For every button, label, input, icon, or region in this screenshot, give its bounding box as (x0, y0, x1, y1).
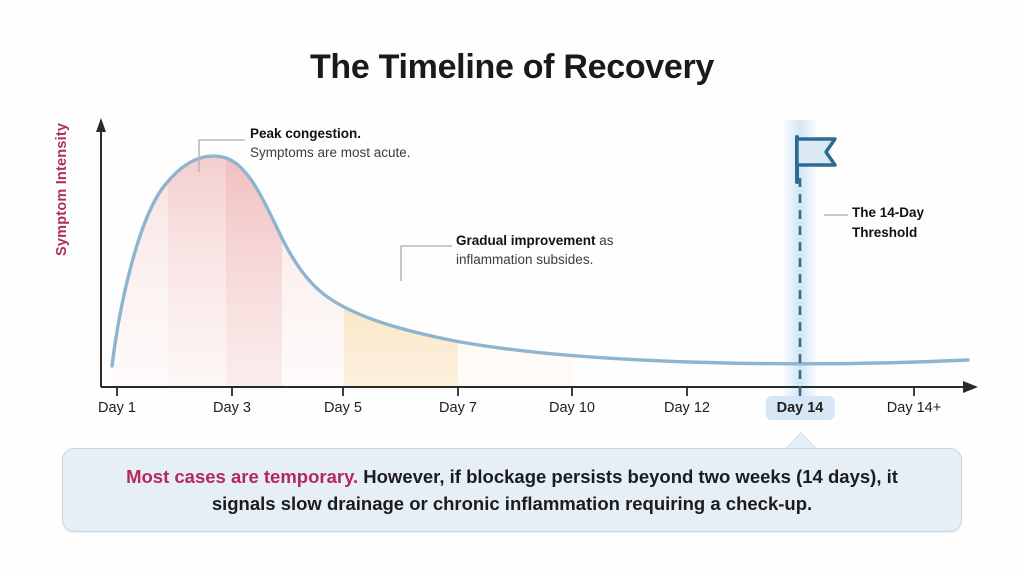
tick-label-day-12: Day 12 (664, 400, 710, 416)
callout-rest: However, if blockage persists beyond two… (211, 465, 898, 514)
page-title: The Timeline of Recovery (309, 48, 715, 86)
annotation-threshold-line1: The 14-Day (852, 205, 925, 220)
y-axis-arrow (96, 118, 106, 132)
leader-line-peak (198, 139, 245, 172)
annotation-gradual-improvement: Gradual improvement as inflammation subs… (456, 231, 666, 269)
callout-highlight: Most cases are temporary. (126, 465, 359, 487)
annotation-peak-congestion: Peak congestion. Symptoms are most acute… (250, 124, 470, 162)
annotation-gradual-strong: Gradual improvement (456, 233, 596, 248)
y-axis-label-text: Symptom Intensity (54, 122, 70, 256)
annotation-peak-normal: Symptoms are most acute. (250, 145, 411, 161)
tick-label-day-1: Day 1 (98, 400, 136, 416)
x-axis-ticks (116, 387, 915, 396)
callout-text: Most cases are temporary. However, if bl… (103, 463, 921, 518)
symptom-intensity-curve (110, 154, 970, 368)
annotation-peak-strong: Peak congestion. (250, 126, 362, 141)
tick-label-day-10: Day 10 (549, 400, 595, 416)
tick-label-day-14: Day 14 (765, 396, 835, 420)
tick-label-day-5: Day 5 (324, 400, 362, 416)
leader-line-gradual (400, 245, 452, 281)
y-axis-label: Symptom Intensity (54, 123, 80, 256)
annotation-threshold-line2: Threshold (852, 224, 918, 240)
annotation-gradual-normal: as inflammation subsides. (456, 233, 614, 268)
x-axis-arrow (963, 381, 978, 393)
tick-label-day-14-plus: Day 14+ (886, 400, 942, 416)
annotation-14-day-threshold: The 14-Day Threshold (852, 203, 982, 242)
tick-label-day-3: Day 3 (213, 400, 251, 416)
callout-box: Most cases are temporary. However, if bl… (62, 448, 962, 532)
callout-pointer (786, 433, 816, 449)
flag-icon (795, 135, 837, 184)
tick-label-day-7: Day 7 (439, 400, 477, 416)
